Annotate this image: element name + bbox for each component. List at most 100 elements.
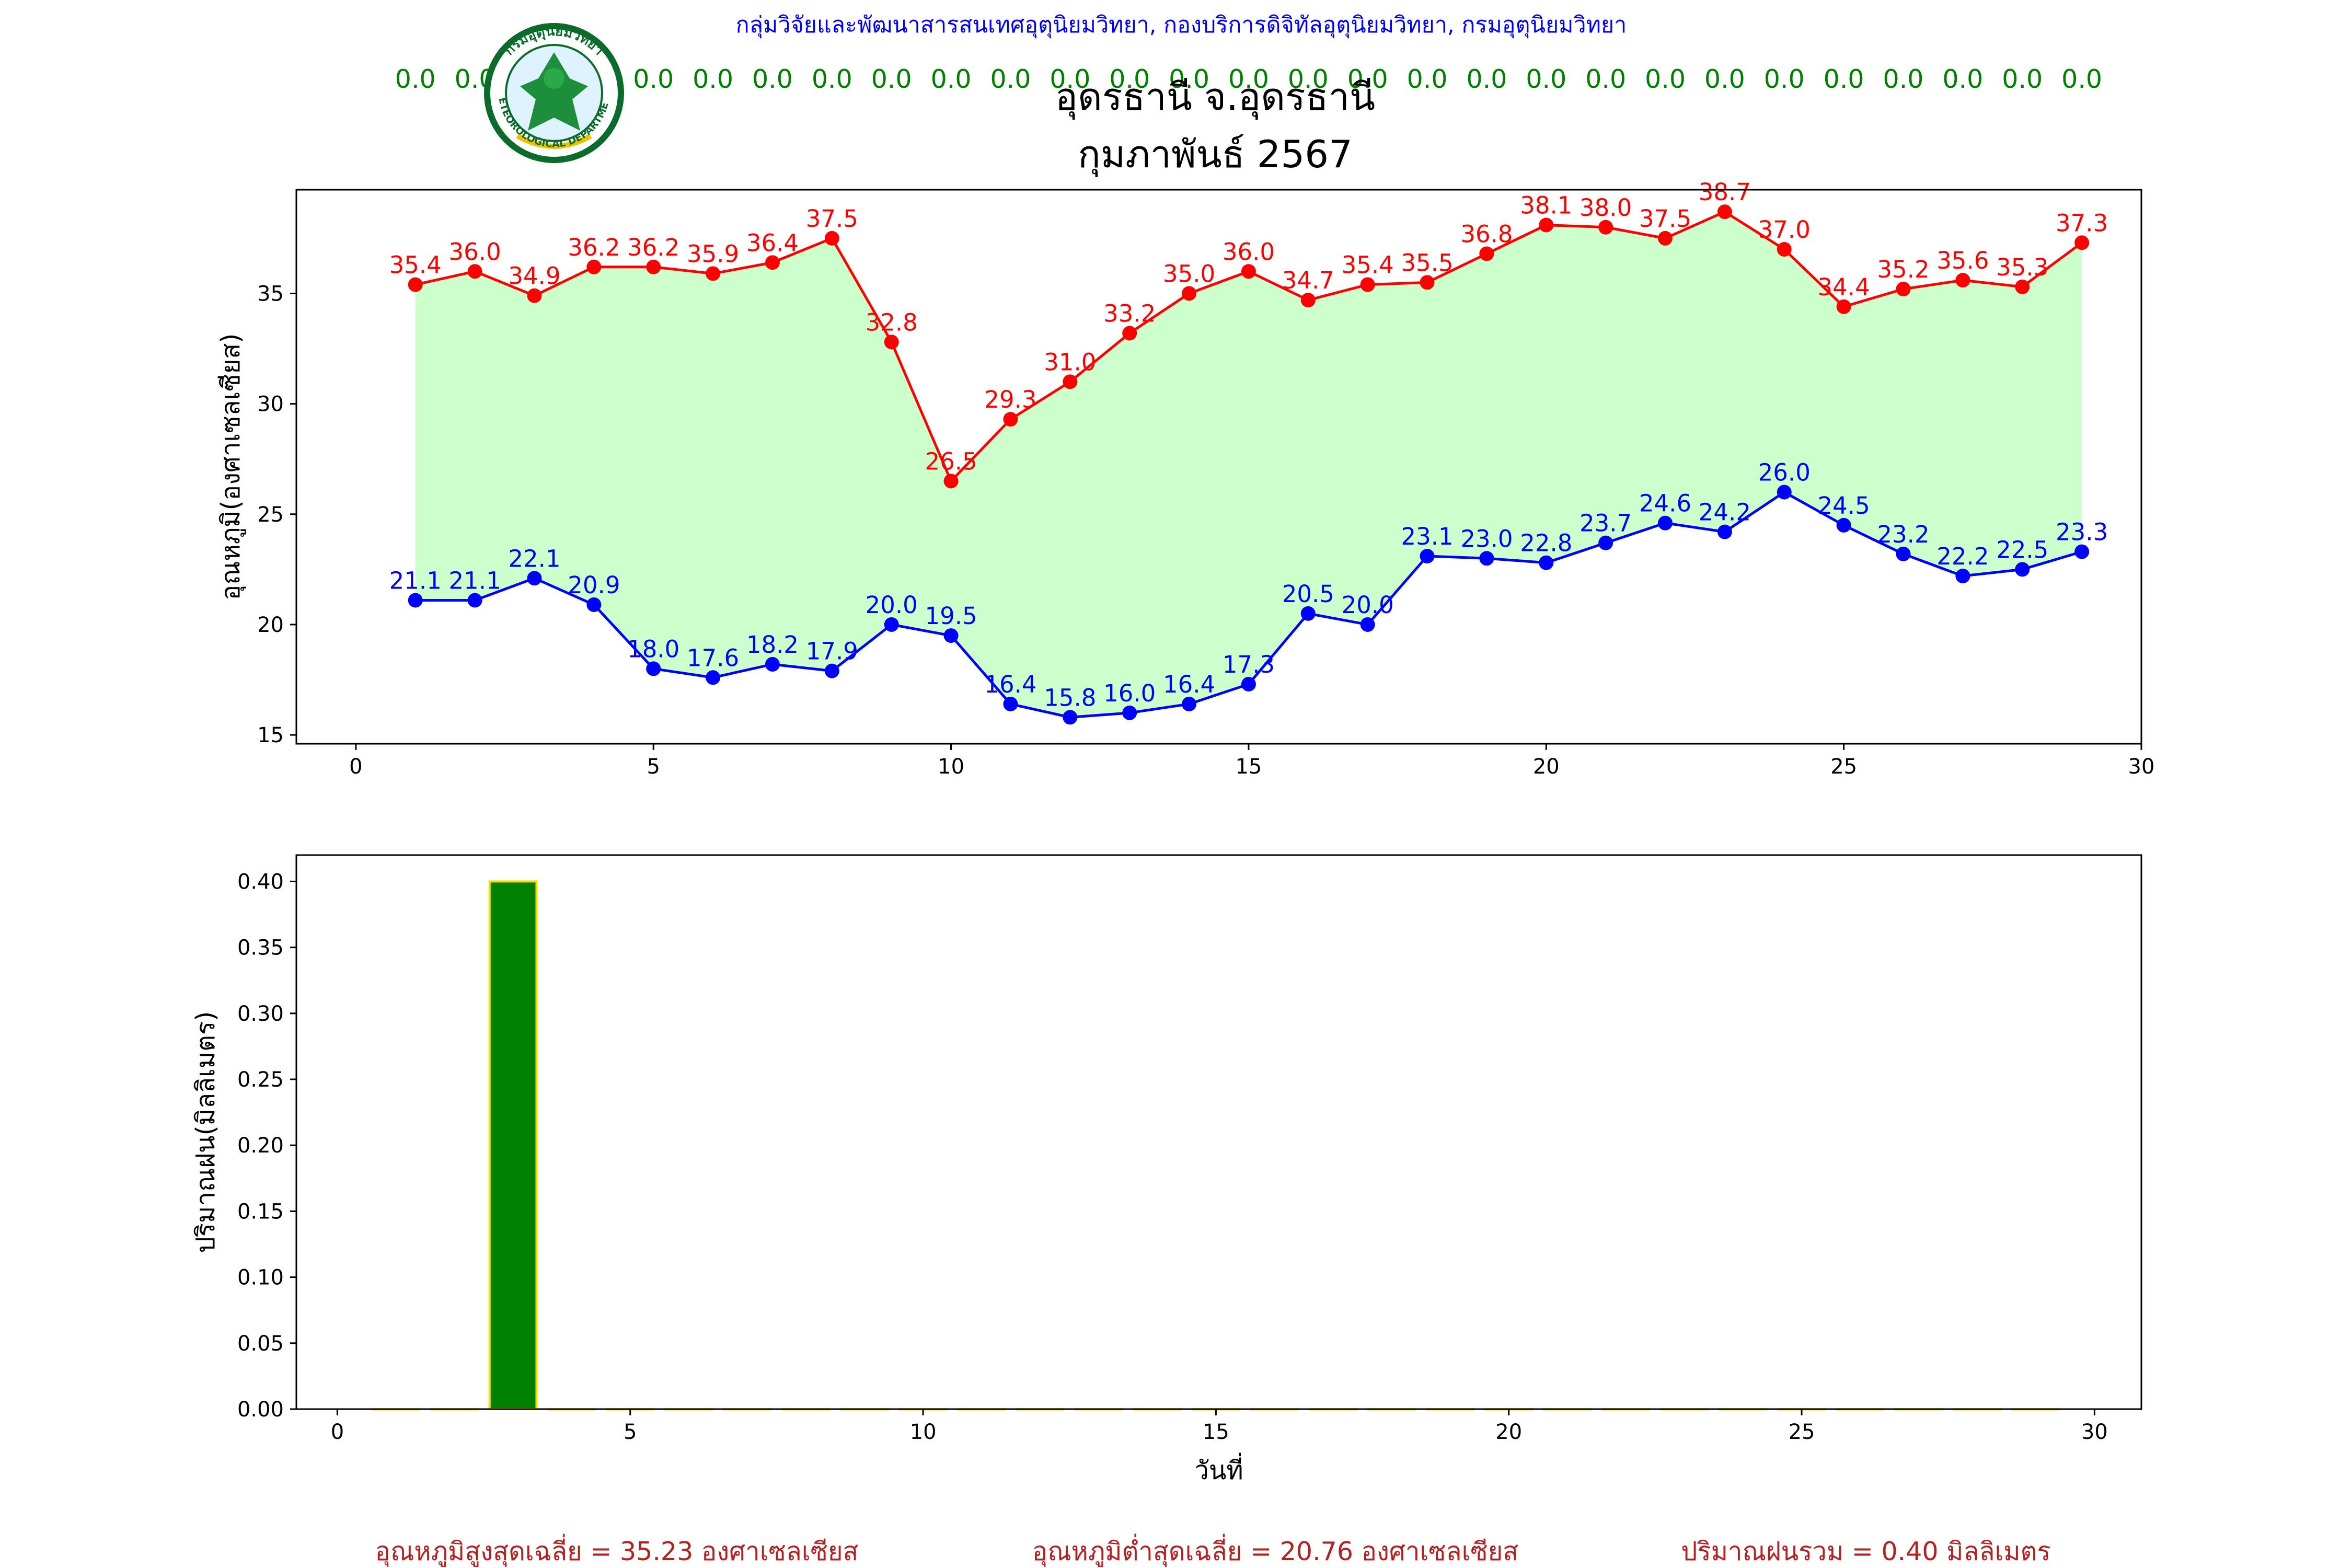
rain-value-label: 0.0 <box>1288 64 1329 94</box>
rain-value-label: 0.0 <box>1526 64 1566 94</box>
rain-value-label: 0.0 <box>693 64 733 94</box>
rainfall-chart: 0 5 10 15 20 25 30 0.00 0.05 0.10 0.15 0.20 0.25 0.3… <box>191 854 2142 1485</box>
y-tick-label: 0.30 <box>237 1002 284 1026</box>
rain-value-label: 0.0 <box>1407 64 1448 94</box>
tmin-point <box>1598 535 1613 550</box>
tmax-point <box>1598 220 1613 235</box>
rain-value-label: 0.0 <box>633 64 674 94</box>
tmax-data-label: 35.3 <box>1996 253 2048 281</box>
rainfall-y-axis-label: ปริมาณฝน(มิลลิเมตร) <box>191 1011 221 1253</box>
temperature-x-ticks: 0 5 10 15 20 25 30 <box>349 744 2154 779</box>
x-tick-label: 15 <box>1203 1420 1229 1444</box>
footer-rain-total: ปริมาณฝนรวม = 0.40 มิลลิเมตร <box>1681 1537 2050 1566</box>
tmax-data-label: 35.5 <box>1401 249 1453 276</box>
tmax-data-label: 36.2 <box>568 234 620 261</box>
tmin-point <box>824 663 839 678</box>
rain-value-label: 0.0 <box>1645 64 1686 94</box>
y-tick-label: 15 <box>257 723 284 747</box>
temperature-data-labels: 35.4 36.034.936.2 36.2 35.9 36.437.532.826.5… <box>389 178 2108 711</box>
rain-value-label: 0.0 <box>1585 64 1626 94</box>
y-tick-label: 25 <box>257 503 284 527</box>
tmin-data-label: 22.1 <box>508 545 560 572</box>
tmin-data-label: 24.5 <box>1818 492 1870 520</box>
tmin-point <box>765 656 780 672</box>
tmax-point <box>1420 275 1435 290</box>
x-tick-label: 5 <box>624 1420 637 1444</box>
tmin-data-label: 17.6 <box>687 644 739 672</box>
tmax-data-label: 35.4 <box>389 251 442 279</box>
tmin-point <box>884 617 899 632</box>
tmin-data-label: 16.0 <box>1103 679 1156 707</box>
tmax-data-label: 32.8 <box>866 308 918 336</box>
tmax-point <box>1063 374 1078 389</box>
tmax-data-label: 38.0 <box>1579 194 1632 222</box>
y-tick-label: 0.05 <box>237 1332 284 1356</box>
tmin-point <box>1003 696 1018 711</box>
tmin-data-label: 23.0 <box>1460 525 1513 552</box>
tmax-point <box>706 266 721 281</box>
tmax-data-label: 26.5 <box>925 447 977 475</box>
tmin-data-label: 22.2 <box>1936 543 1989 570</box>
y-tick-label: 35 <box>257 282 284 306</box>
tmin-data-label: 20.5 <box>1282 580 1334 608</box>
y-tick-label: 0.40 <box>237 870 284 894</box>
tmax-point <box>1122 326 1137 341</box>
x-tick-label: 5 <box>647 755 660 779</box>
tmin-point <box>1360 617 1375 632</box>
tmax-data-label: 34.9 <box>508 262 560 290</box>
tmin-data-label: 23.7 <box>1579 510 1632 537</box>
rain-value-label: 0.0 <box>752 64 793 94</box>
tmax-point <box>2074 235 2090 250</box>
tmax-point <box>1539 217 1554 233</box>
tmin-point <box>527 571 542 586</box>
tmin-data-label: 24.6 <box>1639 490 1691 517</box>
tmax-data-label: 29.3 <box>984 386 1036 413</box>
rain-value-label: 0.0 <box>1228 64 1269 94</box>
tmax-point <box>1003 412 1018 427</box>
tmax-data-label: 31.0 <box>1044 348 1096 376</box>
tmin-point <box>1777 485 1792 500</box>
tmax-data-label: 35.6 <box>1936 247 1989 274</box>
temperature-y-ticks: 15 20 25 30 35 <box>257 282 296 747</box>
x-tick-label: 30 <box>2081 1420 2108 1444</box>
tmin-point <box>1122 705 1137 720</box>
tmin-point <box>1896 546 1911 561</box>
tmax-data-label: 37.0 <box>1758 216 1811 244</box>
tmin-data-label: 17.3 <box>1223 651 1275 678</box>
tmax-data-label: 34.4 <box>1818 273 1870 301</box>
tmax-data-label: 35.9 <box>687 240 739 268</box>
tmin-data-label: 22.8 <box>1520 529 1572 557</box>
tmax-point <box>1777 242 1792 257</box>
rain-value-label: 0.0 <box>1764 64 1805 94</box>
rain-value-label: 0.0 <box>931 64 972 94</box>
x-tick-label: 25 <box>1789 1420 1815 1444</box>
x-tick-label: 10 <box>910 1420 937 1444</box>
agency-title: กลุ่มวิจัยและพัฒนาสารสนเทศอุตุนิยมวิทยา,… <box>736 12 1627 39</box>
tmax-point <box>943 474 959 489</box>
y-tick-label: 0.00 <box>237 1398 284 1422</box>
y-tick-label: 0.10 <box>237 1266 284 1290</box>
rain-value-label: 0.0 <box>395 64 436 94</box>
tmin-data-label: 16.4 <box>1163 671 1215 698</box>
tmax-point <box>1241 264 1256 279</box>
temperature-fill-area <box>415 212 2082 718</box>
rain-value-label: 0.0 <box>1704 64 1745 94</box>
temperature-y-axis-label: อุณหภูมิ(องศาเซลเซียส) <box>216 333 246 601</box>
tmax-data-label: 35.2 <box>1877 256 1929 283</box>
x-tick-label: 15 <box>1235 755 1262 779</box>
tmin-point <box>586 597 602 612</box>
tmin-point <box>1420 549 1435 564</box>
tmin-data-label: 21.1 <box>449 567 501 594</box>
rain-value-label: 0.0 <box>1050 64 1090 94</box>
y-tick-label: 0.15 <box>237 1200 284 1224</box>
rain-value-label: 0.0 <box>1347 64 1388 94</box>
tmax-point <box>467 264 482 279</box>
tmax-data-label: 36.0 <box>1223 238 1275 266</box>
rainfall-x-axis-label: วันที่ <box>1194 1452 1243 1485</box>
tmin-point <box>2074 544 2090 559</box>
rain-value-label: 0.0 <box>812 64 852 94</box>
tmin-point <box>1063 710 1078 725</box>
y-tick-label: 0.35 <box>237 936 284 960</box>
rain-bar <box>488 880 538 1410</box>
tmax-point <box>646 259 661 274</box>
